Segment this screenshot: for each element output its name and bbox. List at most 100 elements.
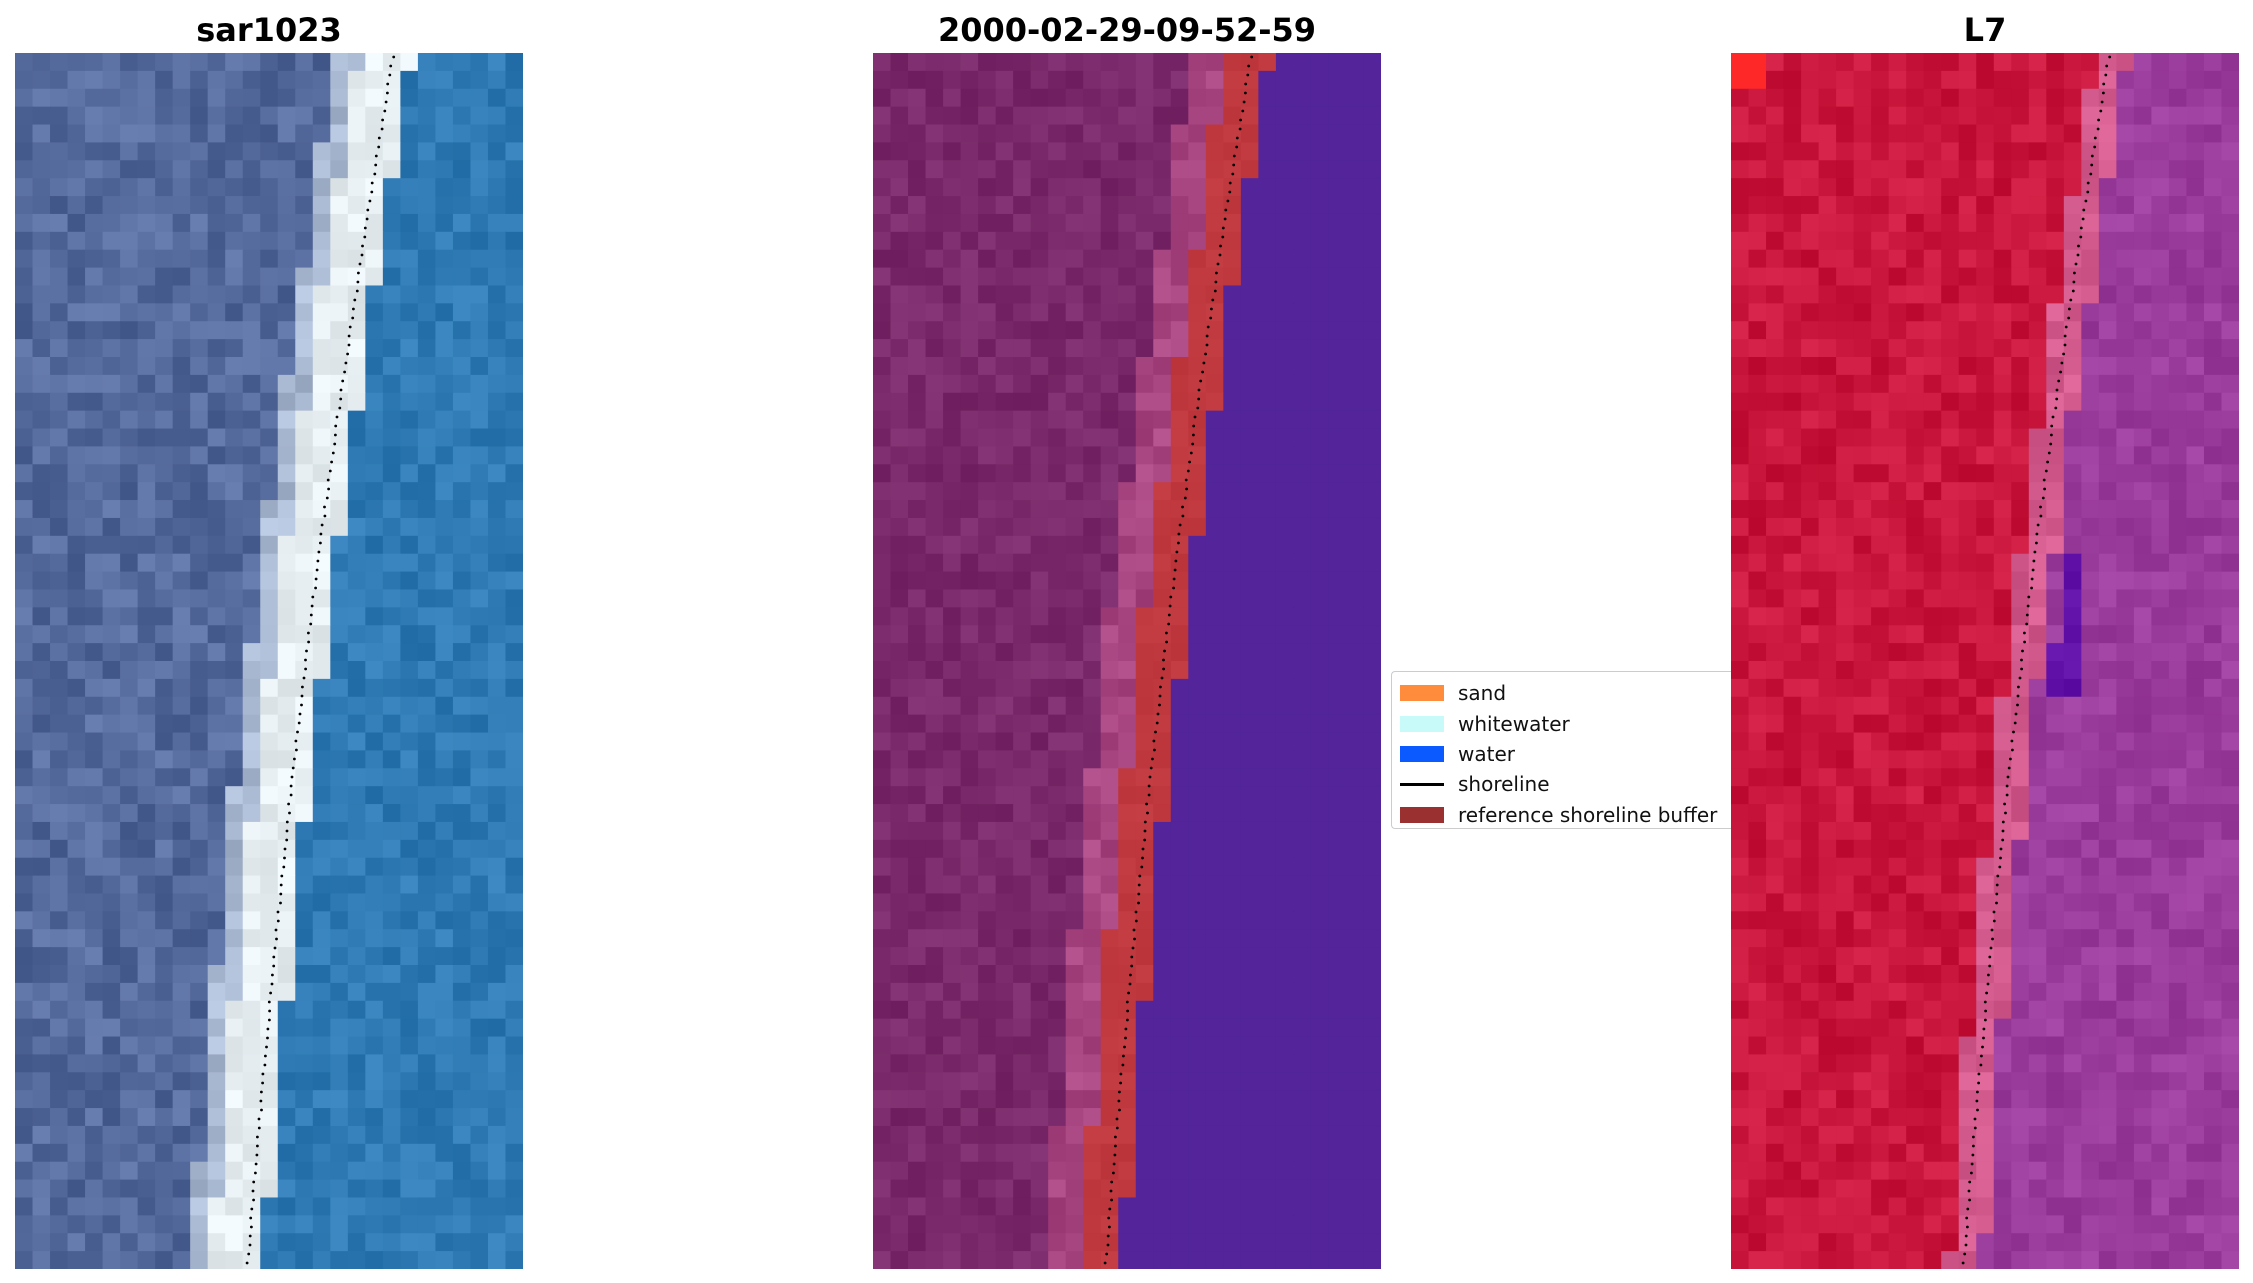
- false-color-shoreline-point: [2071, 289, 2075, 293]
- false-color-shoreline-point: [2059, 370, 2062, 374]
- classified-shoreline-point: [1151, 757, 1154, 761]
- false-color-shoreline-point: [2009, 757, 2012, 761]
- rgb-shoreline-point: [255, 1153, 259, 1157]
- rgb-shoreline-point: [305, 649, 308, 653]
- classified-shoreline-point: [1134, 919, 1138, 923]
- classified-shoreline-point: [1238, 127, 1242, 131]
- rgb-shoreline-point: [267, 1000, 271, 1004]
- rgb-shoreline-point: [377, 145, 381, 149]
- classified-shoreline-point: [1201, 370, 1204, 374]
- classified-shoreline-point: [1124, 1027, 1128, 1031]
- false-color-shoreline-point: [1982, 1027, 1986, 1031]
- false-color-shoreline-point: [2063, 343, 2067, 347]
- classified-shoreline-point: [1121, 1063, 1125, 1067]
- classified-shoreline-point: [1163, 649, 1166, 653]
- rgb-shoreline-point: [287, 802, 290, 806]
- classified-shoreline-point: [1221, 226, 1225, 230]
- classified-shoreline-point: [1177, 541, 1180, 545]
- false-color-shoreline-point: [2020, 658, 2023, 662]
- rgb-shoreline-point: [261, 1072, 265, 1076]
- classified-shoreline-point: [1149, 766, 1153, 770]
- rgb-shoreline-point: [274, 928, 278, 932]
- rgb-shoreline-point: [257, 1126, 261, 1130]
- rgb-shoreline-point: [338, 406, 342, 410]
- rgb-shoreline-point: [333, 442, 337, 446]
- classified-shoreline-point: [1206, 325, 1210, 329]
- rgb-shoreline-point: [348, 325, 352, 329]
- false-color-shoreline-point: [2104, 73, 2108, 77]
- rgb-shoreline-point: [285, 838, 289, 842]
- rgb-shoreline-point: [344, 361, 348, 365]
- classified-shoreline-point: [1126, 1018, 1129, 1022]
- rgb-shoreline-point: [251, 1189, 255, 1193]
- legend-swatch-water: [1400, 745, 1444, 762]
- rgb-shoreline-point: [275, 937, 278, 941]
- rgb-shoreline-point: [268, 1009, 271, 1013]
- false-color-shoreline-point: [1990, 928, 1994, 932]
- classified-shoreline-point: [1165, 631, 1168, 635]
- classified-shoreline-point: [1167, 622, 1171, 626]
- rgb-shoreline-point: [245, 1261, 249, 1265]
- false-color-shoreline-point: [1977, 1081, 1980, 1085]
- rgb-shoreline-point: [319, 541, 322, 545]
- false-color-shoreline-point: [1980, 1054, 1983, 1058]
- legend-item-water: water: [1392, 739, 1731, 769]
- panel-title-false-color: L7: [1963, 11, 2007, 49]
- rgb-shoreline-point: [326, 478, 330, 482]
- classified-shoreline-point: [1205, 334, 1209, 338]
- rgb-shoreline-point: [334, 433, 337, 437]
- rgb-shoreline-point: [285, 820, 289, 824]
- false-color-shoreline-point: [1972, 1144, 1975, 1148]
- legend-label: whitewater: [1458, 711, 1570, 736]
- classified-shoreline-point: [1215, 271, 1218, 275]
- classified-shoreline-point: [1141, 856, 1144, 860]
- rgb-shoreline-point: [351, 316, 355, 320]
- classified-shoreline-point: [1112, 1162, 1116, 1166]
- classified-shoreline-point: [1132, 928, 1136, 932]
- classified-shoreline-point: [1185, 487, 1188, 491]
- classified-image-panel: [873, 53, 1381, 1269]
- false-color-shoreline-point: [1976, 1090, 1979, 1094]
- classified-shoreline-point: [1106, 1234, 1110, 1238]
- classified-shoreline-point: [1103, 1261, 1107, 1265]
- rgb-shoreline-point: [347, 334, 351, 338]
- classified-shoreline-point: [1244, 91, 1247, 95]
- false-color-shoreline-point: [1991, 937, 1994, 941]
- classified-shoreline-point: [1197, 397, 1201, 401]
- legend: sand whitewater water shoreline referenc…: [1391, 671, 1731, 829]
- rgb-shoreline-point: [343, 370, 346, 374]
- classified-shoreline-point: [1181, 505, 1184, 509]
- false-color-shoreline-point: [1964, 1243, 1968, 1247]
- false-color-shoreline-point: [2003, 802, 2006, 806]
- classified-shoreline-point: [1108, 1207, 1112, 1211]
- classified-shoreline-point: [1114, 1144, 1117, 1148]
- rgb-shoreline-point: [368, 199, 372, 203]
- false-color-shoreline-point: [2041, 496, 2045, 500]
- classified-shoreline-point: [1162, 658, 1165, 662]
- false-color-shoreline-point: [1970, 1171, 1973, 1175]
- classified-shoreline-point: [1172, 586, 1175, 590]
- classified-shoreline-point: [1168, 604, 1172, 608]
- rgb-shoreline-point: [314, 577, 318, 581]
- classified-shoreline-point: [1118, 1090, 1121, 1094]
- classified-shoreline-point: [1209, 316, 1213, 320]
- false-color-shoreline-point: [2035, 532, 2039, 536]
- rgb-shoreline-point: [276, 919, 280, 923]
- false-color-shoreline-point: [2001, 838, 2005, 842]
- false-color-shoreline-point: [2023, 631, 2026, 635]
- classified-shoreline-point: [1223, 217, 1227, 221]
- rgb-shoreline-point: [288, 811, 291, 815]
- false-color-shoreline-point: [2077, 244, 2080, 248]
- false-color-shoreline-point: [1968, 1198, 1971, 1202]
- classified-shoreline-point: [1130, 955, 1134, 959]
- classified-shoreline-point: [1143, 829, 1147, 833]
- false-color-shoreline-point: [2068, 307, 2071, 311]
- rgb-shoreline-point: [384, 100, 388, 104]
- false-color-shoreline-point: [1965, 1216, 1969, 1220]
- rgb-shoreline-point: [370, 181, 374, 185]
- classified-shoreline-point: [1228, 190, 1232, 194]
- false-color-shoreline-point: [2033, 550, 2037, 554]
- false-color-shoreline-point: [2057, 379, 2061, 383]
- rgb-shoreline-point: [247, 1252, 251, 1256]
- classified-shoreline-point: [1153, 748, 1156, 752]
